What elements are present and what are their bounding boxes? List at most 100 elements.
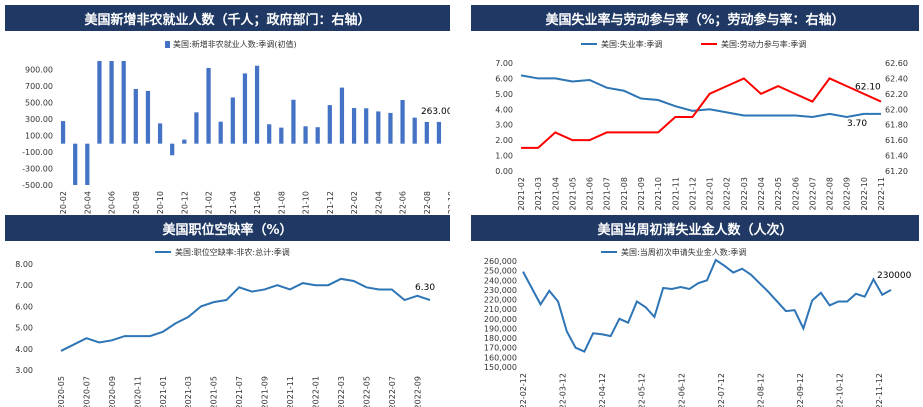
x-tick-label: 2022-11-12: [875, 373, 884, 407]
last-value-label: 6.30: [415, 283, 435, 293]
x-tick-label: 2022-04: [757, 177, 766, 210]
y-tick-label: 240,000: [484, 276, 517, 285]
x-tick-label: 2021-11: [286, 376, 295, 407]
x-tick-label: 2021-04: [229, 191, 238, 215]
y-left-tick-label: 4.00: [495, 105, 513, 114]
bar: [351, 108, 357, 144]
unemployment-legend-text: 美国:失业率:季调: [601, 39, 662, 49]
x-tick-label: 2021-08: [620, 177, 629, 210]
y-tick-label: 170,000: [484, 344, 517, 353]
y-tick-label: 300.00: [25, 115, 53, 124]
x-tick-label: 2021-05: [210, 376, 219, 407]
y-tick-label: 160,000: [484, 353, 517, 362]
y-tick-label: 250,000: [484, 267, 517, 276]
bar-legend-text: 美国:新增非农就业人数:季调(初值): [173, 39, 297, 49]
x-tick-label: 2021-06: [586, 177, 595, 210]
y-left-tick-label: 2.00: [495, 136, 513, 145]
bar: [400, 100, 405, 144]
x-tick-label: 2021-12: [688, 177, 697, 210]
bar: [339, 87, 345, 144]
bar: [218, 121, 223, 144]
bar: [303, 126, 308, 144]
initial-claims-legend-text: 美国:当周初次申请失业金人数:季调: [621, 247, 746, 257]
y-tick-label: -300.00: [22, 164, 53, 173]
job-openings-line: [60, 277, 431, 352]
y-left-tick-label: 3.00: [495, 121, 513, 130]
bar: [388, 112, 393, 144]
x-tick-label: 2022-07: [388, 376, 397, 407]
bar: [206, 67, 211, 144]
y-tick-label: 150,000: [484, 363, 517, 372]
x-tick-label: 2022-03-12: [559, 373, 568, 407]
bar: [182, 139, 187, 144]
x-tick-label: 2022-09: [843, 177, 852, 210]
initial-claims-panel: 美国当周初请失业金人数（人次） 美国:当周初次申请失业金人数:季调 260,000…: [471, 215, 919, 407]
y-tick-label: 200,000: [484, 315, 517, 324]
x-tick-label: 2021-11: [671, 177, 680, 210]
nonfarm-payrolls-title: 美国新增非农就业人数（千人；政府部门：右轴）: [5, 5, 450, 31]
y-right-tick-label: 62.40: [885, 74, 908, 83]
bar: [242, 73, 248, 144]
y-tick-label: 260,000: [484, 257, 517, 266]
x-tick-label: 2021-07: [603, 177, 612, 210]
x-tick-label: 2021-03: [184, 376, 193, 407]
bar: [170, 143, 175, 156]
x-tick-label: 2020-08: [132, 191, 141, 215]
y-tick-label: 190,000: [484, 324, 517, 333]
y-left-tick-label: 6.00: [495, 74, 513, 83]
y-left-tick-label: 0.00: [495, 167, 513, 176]
participation-last-label: 62.10: [855, 83, 881, 93]
y-right-tick-label: 62.20: [885, 90, 908, 99]
bar: [315, 127, 320, 144]
job-openings-legend-text: 美国:职位空缺率:非农:总计:季调: [175, 247, 290, 257]
x-tick-label: 2021-08: [277, 191, 286, 215]
bar: [424, 121, 429, 144]
bar: [376, 111, 381, 144]
bar: [109, 61, 114, 144]
y-tick-label: 230,000: [484, 286, 517, 295]
bar: [436, 121, 442, 144]
x-tick-label: 2020-05: [57, 376, 66, 407]
x-tick-label: 2022-08-12: [756, 373, 765, 407]
job-openings-title: 美国职位空缺率（%）: [5, 215, 450, 241]
nonfarm-payrolls-chart: 美国:新增非农就业人数:季调(初值) 900.00 700.00 500.00 300.…: [22, 39, 450, 215]
x-tick-label: 2020-04: [83, 191, 92, 215]
x-tick-label: 2021-04: [551, 177, 560, 210]
x-tick-label: 2022-09-12: [796, 373, 805, 407]
job-openings-panel: 美国职位空缺率（%） 美国:职位空缺率:非农:总计:季调 8.00 7.00 6.00…: [5, 215, 450, 407]
x-tick-label: 2021-06: [253, 191, 262, 215]
bar: [145, 90, 151, 144]
y-tick-label: 180,000: [484, 334, 517, 343]
x-tick-label: 2022-05: [362, 376, 371, 407]
unemployment-last-label: 3.70: [847, 119, 867, 129]
y-tick-label: 220,000: [484, 296, 517, 305]
x-tick-label: 2021-02: [205, 191, 214, 215]
y-tick-label: -100.00: [22, 148, 53, 157]
x-tick-label: 2022-04: [374, 191, 383, 215]
x-tick-label: 2020-06: [108, 191, 117, 215]
x-tick-label: 2021-12: [326, 191, 335, 215]
x-tick-label: 2021-03: [534, 177, 543, 210]
y-left-tick-label: 1.00: [495, 152, 513, 161]
y-tick-label: 700.00: [25, 82, 53, 91]
x-tick-label: 2022-06: [791, 177, 800, 210]
x-tick-label: 2022-08: [423, 191, 432, 215]
bar: [412, 117, 417, 144]
x-tick-label: 2022-09: [413, 376, 422, 407]
x-tick-label: 2022-10: [447, 191, 450, 215]
x-tick-label: 2020-10: [156, 191, 165, 215]
x-tick-label: 2021-07: [235, 376, 244, 407]
y-tick-label: 3.00: [15, 366, 33, 375]
unemployment-participation-panel: 美国失业率与劳动参与率（%；劳动参与率：右轴） 美国:失业率:季调 美国:劳动力参…: [471, 5, 919, 215]
x-tick-label: 2022-03: [740, 177, 749, 210]
x-tick-label: 2022-01: [706, 177, 715, 210]
x-tick-label: 2022-10: [860, 177, 869, 210]
y-right-tick-label: 61.40: [885, 152, 908, 161]
y-right-tick-label: 61.60: [885, 136, 908, 145]
bar: [97, 61, 102, 144]
job-openings-chart: 美国:职位空缺率:非农:总计:季调 8.00 7.00 6.00 5.00 4.00 3.0…: [15, 247, 435, 407]
x-tick-label: 2020-12: [180, 191, 189, 215]
participation-legend-text: 美国:劳动力参与率:季调: [721, 39, 806, 49]
y-right-tick-label: 61.20: [885, 167, 908, 176]
x-tick-label: 2021-09: [637, 177, 646, 210]
